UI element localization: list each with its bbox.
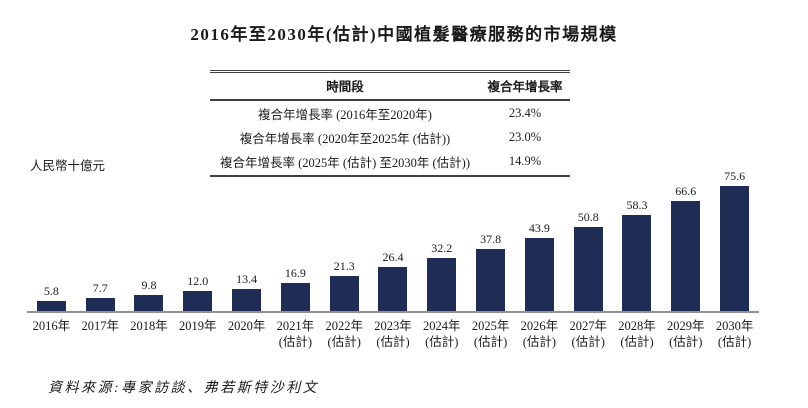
- x-axis-tick-label: 2021年 (估計): [276, 319, 315, 349]
- bar: [378, 267, 408, 311]
- x-axis-tick-label: 2020年: [227, 319, 266, 333]
- bar-slot: 16.9: [271, 266, 320, 311]
- bar-value-label: 21.3: [333, 258, 355, 273]
- bar-value-label: 75.6: [724, 169, 746, 183]
- bar-value-label: 37.8: [480, 231, 502, 246]
- bar-value-label: 13.4: [236, 271, 258, 286]
- table-row: 複合年增長率 (2016年至2020年) 23.4%: [210, 101, 570, 125]
- x-axis-tick-label: 2018年: [130, 319, 168, 333]
- bar: [134, 294, 164, 311]
- bar-slot: 26.4: [369, 250, 418, 311]
- chart-title: 2016年至2030年(估計)中國植髮醫療服務的市場規模: [190, 25, 618, 44]
- x-axis-tick-label: 2024年 (估計): [423, 319, 461, 349]
- table-cell-cagr: 14.9%: [508, 153, 542, 168]
- x-axis-tick-label: 2028年 (估計): [618, 319, 656, 349]
- bar-value-label: 32.2: [431, 240, 453, 255]
- table-row: 複合年增長率 (2020年至2025年 (估計)) 23.0%: [210, 125, 570, 149]
- bar-slot: 58.3: [613, 198, 662, 311]
- bar: [183, 291, 213, 311]
- source-note: 資料來源:專家訪談、弗若斯特沙利文: [48, 381, 320, 396]
- table-row: 複合年增長率 (2025年 (估計) 至2030年 (估計)) 14.9%: [210, 149, 570, 175]
- bar-slot: 43.9: [515, 221, 564, 311]
- bar-slot: 9.8: [125, 278, 174, 311]
- bar-value-label: 12.0: [187, 274, 209, 289]
- bar-value-label: 9.8: [141, 277, 157, 292]
- bar-slot: 37.8: [466, 231, 515, 311]
- bar: [36, 301, 66, 311]
- bar-value-label: 26.4: [382, 250, 404, 265]
- bar: [476, 248, 506, 311]
- table-cell-period: 複合年增長率 (2025年 (估計) 至2030年 (估計)): [220, 155, 470, 170]
- x-axis-tick-label: 2016年: [32, 319, 71, 333]
- x-axis-tick-label: 2023年 (估計): [374, 319, 412, 349]
- bar-value-label: 58.3: [626, 197, 648, 212]
- bar-slot: 75.6: [710, 169, 759, 311]
- table-header-period: 時間段: [326, 80, 364, 94]
- bar: [85, 298, 115, 311]
- table-cell-period: 複合年增長率 (2020年至2025年 (估計)): [239, 131, 451, 146]
- bar-value-label: 50.8: [577, 210, 599, 225]
- table-header-cagr: 複合年增長率: [487, 80, 563, 94]
- bar-value-label: 5.8: [43, 284, 59, 299]
- table-cell-cagr: 23.4%: [508, 105, 542, 120]
- cagr-table: 時間段 複合年增長率 複合年增長率 (2016年至2020年) 23.4% 複合…: [210, 70, 570, 177]
- bar: [280, 283, 310, 311]
- table-cell-period: 複合年增長率 (2016年至2020年): [258, 107, 432, 122]
- bar-value-label: 43.9: [528, 221, 550, 236]
- bar: [524, 238, 554, 311]
- cagr-table-header-row: 時間段 複合年增長率: [210, 70, 570, 101]
- x-axis-tick-label: 2030年 (估計): [715, 319, 754, 349]
- bar: [720, 186, 750, 311]
- x-axis-tick-labels: 2016年 2017年 2018年 2019年 2020年 2021年 (估計) 2022年(…: [27, 318, 759, 354]
- x-axis-tick-label: 2026年 (估計): [520, 319, 559, 349]
- bar-value-label: 16.9: [284, 266, 306, 281]
- x-axis-tick-label: 2027年 (估計): [569, 319, 607, 349]
- bar-slot: 32.2: [417, 241, 466, 311]
- bar: [671, 200, 701, 311]
- x-axis-tick-label: 2019年: [179, 319, 217, 333]
- bar-slot: 50.8: [564, 210, 613, 311]
- bar: [329, 275, 359, 311]
- bar-chart-plot-area: 5.8 7.7 9.8 12.0 13.4 16.9 21.3 26.4 32.2 37.8 43.…: [27, 169, 759, 311]
- x-axis-tick-label: 2029年 (估計): [667, 319, 705, 349]
- bar-slot: 13.4: [222, 272, 271, 311]
- y-axis-unit-label: 人民幣十億元: [30, 159, 106, 173]
- bar-slot: 21.3: [320, 259, 369, 311]
- table-cell-cagr: 23.0%: [508, 129, 542, 144]
- bar-value-label: 66.6: [675, 183, 697, 198]
- bar: [622, 214, 652, 311]
- bar: [232, 288, 262, 311]
- x-axis-tick-label: 2025年 (估計): [471, 319, 510, 349]
- bar: [427, 257, 457, 311]
- bar-slot: 5.8: [27, 284, 76, 311]
- x-axis-tick-label: 2022年 (估計): [325, 319, 363, 349]
- bar-slot: 7.7: [76, 281, 125, 311]
- bar: [573, 227, 603, 311]
- x-axis-tick-label: 2017年: [81, 319, 119, 333]
- bar-slot: 66.6: [661, 184, 710, 311]
- bar-value-label: 7.7: [92, 281, 108, 296]
- bar-slot: 12.0: [173, 274, 222, 311]
- x-axis-line: [27, 311, 759, 313]
